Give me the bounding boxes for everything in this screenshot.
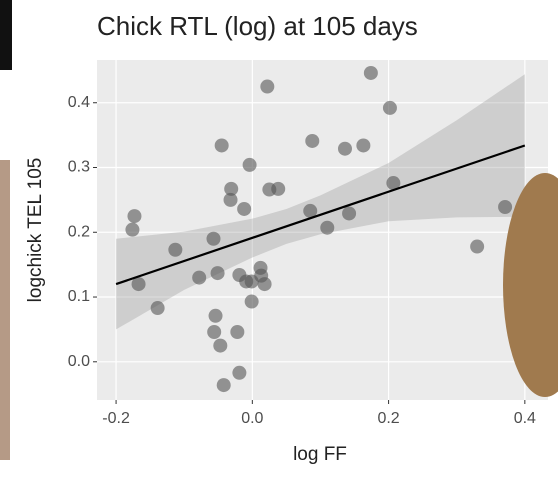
y-tick-label: 0.3 [68,159,90,176]
point [260,79,275,94]
point [257,277,272,292]
point [216,378,231,393]
point [230,325,245,339]
point [237,201,252,216]
point [470,239,485,254]
point [224,181,239,196]
point [244,294,259,309]
point [168,242,183,257]
point [363,65,378,80]
x-tick-label: 0.4 [514,410,536,427]
point [131,277,146,292]
x-tick-label: -0.2 [102,410,130,427]
point [305,133,320,148]
point [127,209,142,224]
y-axis-label: logchick TEL 105 [25,158,46,303]
point [382,100,397,115]
point [271,181,286,196]
chick-photo [503,173,558,397]
point [213,338,228,353]
y-tick-label: 0.1 [68,288,90,305]
point [320,220,335,235]
point [223,192,238,207]
chart-title: Chick RTL (log) at 105 days [97,11,418,41]
point [210,266,225,281]
point [342,206,357,221]
x-axis-label: log FF [293,444,347,465]
y-tick-label: 0.0 [68,353,90,370]
x-tick-label: 0.2 [377,410,399,427]
point [214,138,229,153]
point [498,200,513,215]
plot: 0.0 0.1 0.2 0.3 0.4 -0.2 0.0 0.2 0.4 [68,60,548,427]
point [386,176,401,191]
point [192,270,207,285]
point [232,365,247,380]
x-tick-label: 0.0 [241,410,263,427]
point [337,141,352,156]
point [242,157,257,172]
point [208,308,223,323]
photo-fragment [0,0,12,70]
photo-fragment [0,160,10,460]
fit-line [115,144,526,286]
point [356,138,371,153]
point [125,222,140,237]
y-tick-label: 0.4 [68,94,90,111]
y-tick-label: 0.2 [68,223,90,240]
point [206,231,221,246]
point [150,301,165,316]
confidence-band [116,74,525,330]
point [207,325,222,339]
point [303,203,318,218]
